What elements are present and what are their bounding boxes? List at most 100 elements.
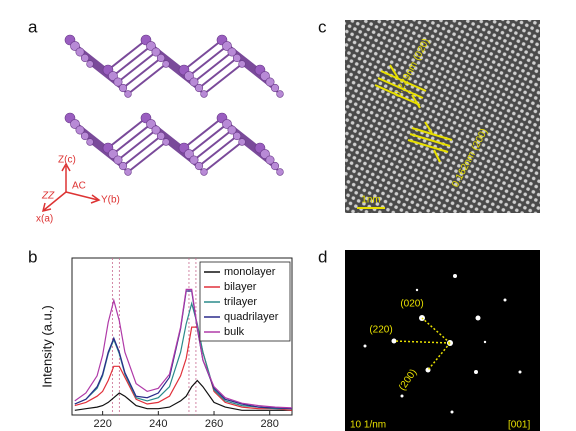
bond [198,135,238,167]
atom [184,149,194,159]
atom [86,60,94,68]
atom [194,161,204,171]
bond [127,141,167,173]
atom [200,90,208,98]
spot [450,410,454,414]
atom [124,168,132,176]
atom [113,155,123,165]
atom [194,83,204,93]
bond [112,45,152,77]
legend-label: bulk [224,326,245,338]
atom [270,161,280,171]
spot [475,315,481,321]
spot [503,298,507,302]
legend-label: trilayer [224,296,257,308]
x-tick-label: 240 [149,418,167,430]
atom [222,119,232,129]
x-tick-label: 280 [261,418,279,430]
x-tick-label: 220 [93,418,111,430]
scale-bar-label: 10 1/nm [350,420,386,431]
atom [200,168,208,176]
bond [122,135,162,167]
atom [189,155,199,165]
bond [183,39,223,71]
atom [260,71,270,81]
spot-vectors [393,317,451,371]
bond [117,51,157,83]
bond [198,57,238,89]
bond [188,45,228,77]
spot [483,340,487,344]
atom [86,138,94,146]
atom [227,47,237,57]
atom [75,47,85,57]
atom [222,41,232,51]
atom [80,53,90,63]
axis-label: Z(c) [58,155,76,166]
bond [203,141,243,173]
atom [75,125,85,135]
spot [518,370,522,374]
atom [276,90,284,98]
atom [70,119,80,129]
axis-label: ZZ [41,191,55,202]
bond [203,63,243,95]
spot [363,344,367,348]
spot-label: (220) [369,325,392,336]
atom [260,149,270,159]
atom [238,60,246,68]
legend-label: bilayer [224,281,257,293]
bond [193,51,233,83]
saed-image [345,250,540,431]
atom [227,125,237,135]
atom [108,149,118,159]
bond [122,57,162,89]
axis-label: x(a) [36,214,53,225]
atom [151,47,161,57]
spectrum-line [74,326,293,411]
atom [232,53,242,63]
bond [107,39,147,71]
atom [80,131,90,141]
x-tick-label: 260 [205,418,223,430]
atom [270,83,280,93]
atom [151,125,161,135]
legend-label: monolayer [224,266,276,278]
hrtem-image [345,20,540,213]
lattice-markers [357,64,453,209]
atom [124,90,132,98]
panel-label: a [28,17,38,36]
atom [113,77,123,87]
bond [183,117,223,149]
atom [276,168,284,176]
bond [112,123,152,155]
bond [117,129,157,161]
spot [415,288,419,292]
bond [127,63,167,95]
atom [265,155,275,165]
atom [232,131,242,141]
zone-axis: [001] [508,420,530,431]
axis-label: AC [72,181,86,192]
raman-chart: 220 240 260 280 Intensity (a.u.) monolayer bil… [39,257,293,430]
panel-label: c [318,17,327,36]
atom [184,71,194,81]
legend-label: quadrilayer [224,311,279,323]
bond [107,117,147,149]
scale-bar-label: 1nm [361,195,380,206]
axes-triad [41,162,101,213]
atom [118,161,128,171]
diffraction-spots [363,274,522,414]
atom [118,83,128,93]
atom [162,138,170,146]
panel-label: b [28,247,37,266]
spectrum-line [74,288,293,409]
plot-frame [71,257,293,416]
atom [162,60,170,68]
atom [70,41,80,51]
spectrum-line [74,290,293,410]
spot [474,370,478,374]
atom [108,71,118,81]
spot [453,274,457,278]
